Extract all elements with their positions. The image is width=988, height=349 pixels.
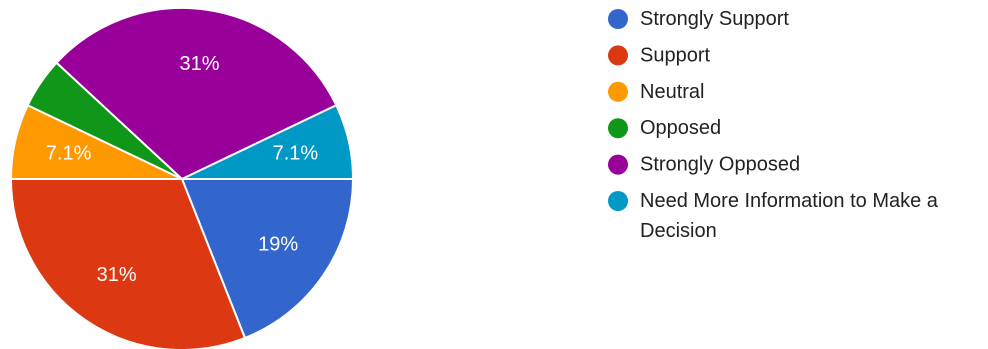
legend-marker (608, 154, 628, 175)
slice-label: 7.1% (46, 142, 92, 164)
pie-slice-support (9, 178, 247, 349)
legend-label: Strongly Opposed (640, 154, 800, 176)
slice-label: 19% (258, 233, 298, 255)
legend-label: Decision (640, 220, 717, 242)
legend-marker (608, 118, 628, 139)
pie-slice-strongly-support (180, 178, 355, 340)
legend-item: Neutral (608, 81, 704, 103)
slice-label: 31% (97, 264, 137, 286)
legend-item: Strongly Opposed (608, 154, 800, 176)
pie-slices (9, 7, 355, 349)
legend-item: Support (608, 44, 710, 66)
legend: Strongly Support Support Neutral Opposed Str… (608, 8, 939, 242)
legend-item: Strongly Support (608, 8, 789, 30)
legend-marker (608, 191, 628, 211)
pie-slice-labels: 19% 31% 7.1% 31% 7.1% (46, 53, 319, 286)
slice-label: 31% (179, 53, 219, 75)
legend-marker (608, 9, 628, 29)
legend-label: Support (640, 44, 710, 66)
legend-label: Neutral (640, 81, 704, 103)
pie-slice-strongly-opposed (55, 7, 338, 181)
legend-marker (608, 45, 628, 66)
legend-label: Need More Information to Make a (640, 190, 939, 212)
legend-item: Need More Information to Make a Decision (608, 190, 939, 242)
legend-marker (608, 81, 628, 102)
legend-label: Opposed (640, 117, 721, 139)
pie-slice-need-more-information-to-make-a-decision (181, 103, 355, 180)
slice-label: 7.1% (273, 142, 319, 164)
legend-item: Opposed (608, 117, 721, 139)
legend-label: Strongly Support (640, 8, 789, 30)
